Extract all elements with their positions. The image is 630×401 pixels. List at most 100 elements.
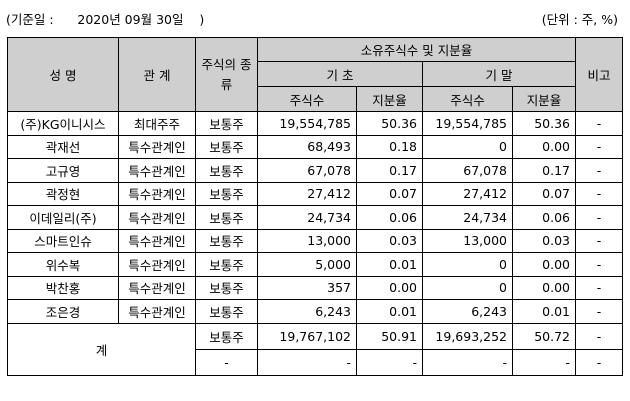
remark: - (575, 205, 624, 230)
start-ratio: 0.07 (356, 181, 423, 206)
stock-type: 보통주 (195, 158, 258, 183)
stock-type: 보통주 (195, 111, 258, 136)
header-stock-type: 주식의 종류 (195, 37, 258, 112)
end-shares: 0 (422, 275, 513, 300)
header-end-ratio: 지분율 (511, 86, 577, 112)
end-ratio: 0.03 (511, 228, 577, 253)
start-shares: 27,412 (257, 181, 357, 206)
shareholder-name: 위수복 (7, 252, 119, 277)
start-ratio: 0.06 (356, 205, 423, 230)
header-relation: 관 계 (118, 37, 196, 112)
shareholder-name: 조은경 (7, 299, 119, 324)
total-start-shares: - (257, 348, 357, 376)
stock-type: 보통주 (195, 181, 258, 206)
end-ratio: 0.07 (511, 181, 577, 206)
table-row: 곽재선 특수관계인 보통주 68,493 0.18 0 0.00- (7, 134, 624, 159)
shareholder-name: 스마트인슈 (7, 228, 119, 253)
shareholder-name: (주)KG이니시스 (7, 111, 119, 136)
table-row: 위수복 특수관계인 보통주 5,000 0.01 0 0.00- (7, 252, 624, 277)
shareholding-table: 성 명 관 계 주식의 종류 소유주식수 및 지분율 비고 기 초 기 말 주식… (7, 37, 624, 376)
start-ratio: 0.03 (356, 228, 423, 253)
total-row-other: - - - - - - (8, 348, 624, 376)
shareholder-name: 고규영 (7, 158, 119, 183)
shareholder-relation: 특수관계인 (118, 275, 196, 300)
start-shares: 5,000 (257, 252, 357, 277)
shareholder-relation: 특수관계인 (118, 134, 196, 159)
table-row: 박찬홍 특수관계인 보통주 357 0.00 0 0.00- (7, 275, 624, 300)
header-start-shares: 주식수 (257, 86, 357, 112)
total-start-ratio: 50.91 (356, 322, 423, 350)
start-ratio: 0.01 (356, 299, 423, 324)
total-remark: - (575, 322, 624, 350)
total-end-ratio: - (511, 348, 577, 376)
shareholder-name: 박찬홍 (7, 275, 119, 300)
end-shares: 19,554,785 (422, 111, 513, 136)
stock-type: 보통주 (195, 134, 258, 159)
start-ratio: 0.01 (356, 252, 423, 277)
header-stock-type-label: 주식의 종류 (201, 56, 252, 92)
shareholder-relation: 특수관계인 (118, 181, 196, 206)
table-row: 고규영 특수관계인 보통주 67,078 0.17 67,078 0.17- (7, 158, 624, 183)
table-caption: (기준일 : 2020년 09월 30일 ) (단위 : 주, %) (6, 9, 624, 27)
shareholder-name: 곽재선 (7, 134, 119, 159)
header-ownership: 소유주식수 및 지분율 (256, 37, 577, 62)
start-shares: 357 (257, 275, 357, 300)
end-ratio: 0.17 (511, 158, 577, 183)
remark: - (575, 252, 624, 277)
reference-date: (기준일 : 2020년 09월 30일 ) (6, 12, 205, 27)
end-shares: 6,243 (422, 299, 513, 324)
start-shares: 24,734 (257, 205, 357, 230)
total-remark: - (575, 348, 624, 376)
remark: - (575, 181, 624, 206)
start-shares: 13,000 (257, 228, 357, 253)
shareholder-relation: 최대주주 (118, 111, 196, 136)
stock-type: 보통주 (195, 205, 258, 230)
shareholder-relation: 특수관계인 (118, 299, 196, 324)
total-end-shares: - (422, 348, 513, 376)
end-shares: 27,412 (422, 181, 513, 206)
header-remarks: 비고 (575, 37, 624, 112)
start-ratio: 0.17 (356, 158, 423, 183)
end-shares: 0 (422, 134, 513, 159)
header-period-start: 기 초 (257, 61, 423, 87)
end-ratio: 0.06 (511, 205, 577, 230)
remark: - (575, 134, 624, 159)
end-ratio: 0.00 (511, 134, 577, 159)
stock-type: 보통주 (195, 299, 258, 324)
end-ratio: 0.00 (511, 275, 577, 300)
start-shares: 68,493 (257, 134, 357, 159)
end-shares: 24,734 (422, 205, 513, 230)
total-type: - (195, 348, 258, 376)
remark: - (575, 111, 624, 136)
unit-note: (단위 : 주, %) (541, 12, 618, 27)
header-period-end: 기 말 (421, 61, 577, 87)
shareholder-relation: 특수관계인 (118, 205, 196, 230)
start-shares: 19,554,785 (257, 111, 357, 136)
table-row: 곽정현 특수관계인 보통주 27,412 0.07 27,412 0.07- (7, 181, 624, 206)
table-row: 조은경 특수관계인 보통주 6,243 0.01 6,243 0.01- (7, 299, 624, 324)
remark: - (575, 158, 624, 183)
table-row: 이데일리(주) 특수관계인 보통주 24,734 0.06 24,734 0.06- (7, 205, 624, 230)
header-end-shares: 주식수 (422, 86, 513, 112)
total-end-ratio: 50.72 (511, 322, 577, 350)
start-shares: 67,078 (257, 158, 357, 183)
header-start-ratio: 지분율 (356, 86, 423, 112)
end-ratio: 0.01 (511, 299, 577, 324)
total-end-shares: 19,693,252 (422, 322, 513, 350)
shareholder-name: 이데일리(주) (7, 205, 119, 230)
stock-type: 보통주 (195, 275, 258, 300)
remark: - (575, 228, 624, 253)
shareholder-relation: 특수관계인 (118, 158, 196, 183)
total-label: 계 (7, 322, 196, 376)
total-row: 계 보통주 19,767,102 50.91 19,693,252 50.72 … (7, 322, 624, 376)
start-shares: 6,243 (257, 299, 357, 324)
start-ratio: 0.18 (356, 134, 423, 159)
start-ratio: 0.00 (356, 275, 423, 300)
end-shares: 13,000 (422, 228, 513, 253)
end-shares: 67,078 (422, 158, 513, 183)
stock-type: 보통주 (195, 228, 258, 253)
shareholder-relation: 특수관계인 (118, 228, 196, 253)
stock-type: 보통주 (195, 252, 258, 277)
remark: - (575, 275, 624, 300)
table-row: (주)KG이니시스 최대주주 보통주 19,554,785 50.36 19,554,78… (7, 111, 624, 136)
